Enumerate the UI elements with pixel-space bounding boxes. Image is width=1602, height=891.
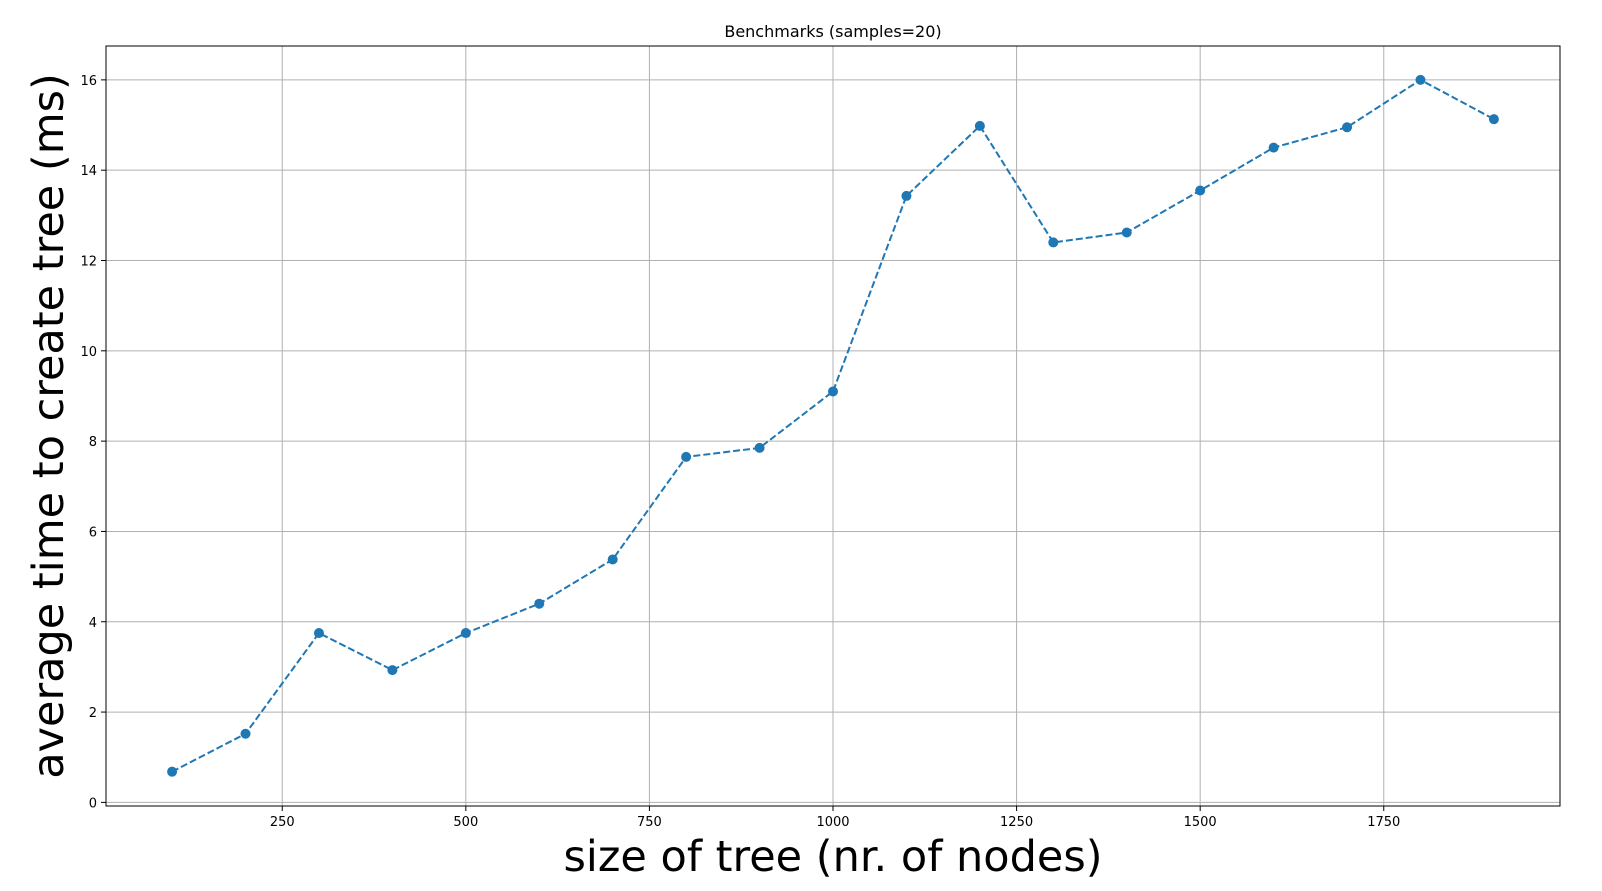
data-point — [1488, 114, 1499, 125]
data-point — [1342, 122, 1353, 133]
x-axis-label: size of tree (nr. of nodes) — [563, 832, 1102, 882]
plot-area-frame — [105, 45, 1561, 807]
x-tick-label: 500 — [453, 815, 478, 830]
x-tick-label: 750 — [637, 815, 662, 830]
data-point — [460, 628, 471, 639]
data-point — [1121, 227, 1132, 238]
series-layer — [167, 74, 1499, 777]
y-tick-label: 0 — [89, 796, 97, 811]
x-tick-label: 1250 — [1000, 815, 1033, 830]
y-axis-label: average time to create tree (ms) — [24, 73, 74, 779]
data-point — [534, 598, 545, 609]
axis-ticks: 250 500 750 1000 1250 1500 1750 0 2 4 6 8 10 12 14 16 — [80, 74, 1400, 830]
data-point — [1268, 142, 1279, 153]
y-tick-label: 10 — [80, 345, 97, 360]
y-tick-label: 2 — [89, 706, 97, 721]
y-tick-label: 4 — [89, 616, 97, 631]
data-point — [240, 728, 251, 739]
data-point — [1195, 185, 1206, 196]
y-tick-label: 12 — [80, 254, 97, 269]
x-tick-label: 1500 — [1184, 815, 1217, 830]
data-point — [828, 386, 838, 397]
y-tick-label: 16 — [80, 74, 97, 89]
data-point — [1048, 237, 1059, 248]
x-tick-label: 1750 — [1367, 815, 1400, 830]
data-point — [387, 665, 398, 676]
y-tick-label: 6 — [89, 525, 97, 540]
data-point — [1415, 74, 1426, 85]
y-tick-label: 14 — [80, 164, 97, 179]
grid-lines — [106, 46, 1560, 806]
chart-title: Benchmarks (samples=20) — [724, 22, 941, 41]
data-point — [901, 190, 912, 201]
data-point — [681, 451, 692, 462]
x-tick-label: 1000 — [816, 815, 849, 830]
data-point — [754, 442, 765, 453]
data-point — [313, 628, 324, 639]
y-tick-label: 8 — [89, 435, 97, 450]
data-point — [607, 554, 618, 565]
data-point — [167, 766, 178, 777]
x-tick-label: 250 — [270, 815, 295, 830]
data-point — [974, 120, 985, 131]
